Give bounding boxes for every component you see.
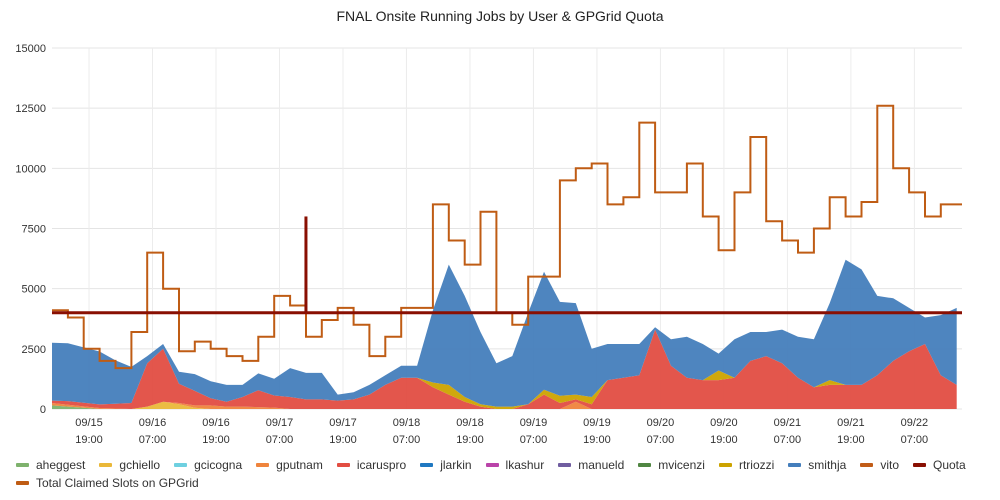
legend-label: manueld bbox=[578, 458, 625, 472]
y-tick-label: 10000 bbox=[15, 163, 46, 175]
y-tick-label: 12500 bbox=[15, 103, 46, 115]
legend-item[interactable]: vito bbox=[860, 456, 899, 474]
x-tick-label-date: 09/22 bbox=[901, 417, 929, 429]
legend-swatch bbox=[718, 463, 732, 467]
x-tick-label-time: 19:00 bbox=[75, 434, 103, 446]
area-series-icaruspro bbox=[52, 329, 957, 409]
legend-item[interactable]: mvicenzi bbox=[638, 456, 705, 474]
quota-spike bbox=[304, 216, 308, 313]
legend-label: lkashur bbox=[505, 458, 545, 472]
legend-label: smithja bbox=[808, 458, 847, 472]
area-series-smithja bbox=[52, 259, 957, 407]
legend-label: gputnam bbox=[276, 458, 323, 472]
x-tick-label-time: 19:00 bbox=[710, 434, 738, 446]
legend-swatch bbox=[174, 463, 188, 467]
legend-label: aheggest bbox=[36, 458, 86, 472]
legend-swatch bbox=[16, 463, 29, 467]
y-tick-label: 5000 bbox=[22, 284, 46, 296]
legend-swatch bbox=[860, 463, 874, 467]
legend-label: Total Claimed Slots on GPGrid bbox=[36, 476, 199, 490]
line-series bbox=[52, 104, 962, 370]
legend-item[interactable]: gcicogna bbox=[174, 456, 242, 474]
y-tick-label: 2500 bbox=[22, 344, 46, 356]
legend-label: mvicenzi bbox=[658, 458, 705, 472]
x-tick-label-time: 19:00 bbox=[583, 434, 611, 446]
x-tick-label-time: 19:00 bbox=[329, 434, 357, 446]
x-tick-label-time: 07:00 bbox=[901, 434, 929, 446]
legend-item[interactable]: rtriozzi bbox=[718, 456, 775, 474]
x-tick-label-time: 07:00 bbox=[139, 434, 167, 446]
x-tick-label-time: 07:00 bbox=[647, 434, 675, 446]
legend-item[interactable]: Total Claimed Slots on GPGrid bbox=[16, 474, 199, 492]
legend-item[interactable]: icaruspro bbox=[336, 456, 407, 474]
x-tick-label-date: 09/16 bbox=[202, 417, 230, 429]
x-tick-label-time: 19:00 bbox=[837, 434, 865, 446]
chart-title: FNAL Onsite Running Jobs by User & GPGri… bbox=[336, 8, 664, 24]
x-tick-label-date: 09/16 bbox=[139, 417, 167, 429]
legend-swatch bbox=[16, 481, 29, 485]
legend-label: gcicogna bbox=[194, 458, 243, 472]
legend-item[interactable]: jlarkin bbox=[420, 456, 472, 474]
legend-item[interactable]: Quota bbox=[913, 456, 966, 474]
legend-swatch bbox=[99, 463, 113, 467]
legend-label: vito bbox=[880, 458, 899, 472]
x-tick-label-date: 09/19 bbox=[583, 417, 611, 429]
legend-swatch bbox=[336, 463, 350, 467]
legend-label: icaruspro bbox=[356, 458, 407, 472]
legend-swatch bbox=[558, 463, 572, 467]
x-tick-label-date: 09/21 bbox=[774, 417, 802, 429]
legend-label: gchiello bbox=[119, 458, 161, 472]
legend-item[interactable]: manueld bbox=[558, 456, 624, 474]
legend-label: Quota bbox=[933, 458, 966, 472]
legend-item[interactable]: gchiello bbox=[99, 456, 160, 474]
x-tick-label-date: 09/21 bbox=[837, 417, 865, 429]
y-axis-ticks: 0 2500 5000 7500 10000 12500 15000 bbox=[15, 43, 46, 416]
legend-swatch bbox=[638, 463, 652, 467]
x-tick-label-date: 09/18 bbox=[456, 417, 484, 429]
y-tick-label: 7500 bbox=[22, 224, 46, 236]
x-tick-label-time: 07:00 bbox=[393, 434, 421, 446]
chart-legend: aheggest gchiello gcicogna gputnam icaruspro… bbox=[16, 456, 991, 492]
x-tick-label-date: 09/19 bbox=[520, 417, 548, 429]
y-tick-label: 0 bbox=[40, 404, 46, 416]
x-tick-label-date: 09/17 bbox=[266, 417, 294, 429]
x-tick-label-time: 19:00 bbox=[202, 434, 230, 446]
legend-item[interactable]: gputnam bbox=[256, 456, 323, 474]
legend-swatch bbox=[485, 463, 499, 467]
x-tick-label-date: 09/17 bbox=[329, 417, 357, 429]
legend-item[interactable]: smithja bbox=[788, 456, 846, 474]
legend-swatch bbox=[420, 463, 434, 467]
area-series-gchiello bbox=[52, 401, 957, 409]
x-tick-label-date: 09/15 bbox=[75, 417, 103, 429]
legend-label: rtriozzi bbox=[738, 458, 775, 472]
legend-swatch bbox=[256, 463, 270, 467]
legend-swatch bbox=[788, 463, 802, 467]
x-tick-label-date: 09/18 bbox=[393, 417, 421, 429]
x-tick-label-time: 07:00 bbox=[520, 434, 548, 446]
x-axis-ticks: 09/15 19:00 09/16 07:00 09/16 19:00 09/17 07:00… bbox=[75, 417, 928, 446]
legend-item[interactable]: lkashur bbox=[485, 456, 545, 474]
legend-swatch bbox=[913, 463, 926, 467]
stacked-area-series bbox=[52, 259, 957, 409]
x-tick-label-time: 07:00 bbox=[266, 434, 294, 446]
legend-label: jlarkin bbox=[440, 458, 472, 472]
legend-item[interactable]: aheggest bbox=[16, 456, 85, 474]
x-tick-label-time: 19:00 bbox=[456, 434, 484, 446]
x-tick-label-date: 09/20 bbox=[710, 417, 738, 429]
x-tick-label-time: 07:00 bbox=[774, 434, 802, 446]
x-tick-label-date: 09/20 bbox=[647, 417, 675, 429]
y-tick-label: 15000 bbox=[15, 43, 46, 55]
